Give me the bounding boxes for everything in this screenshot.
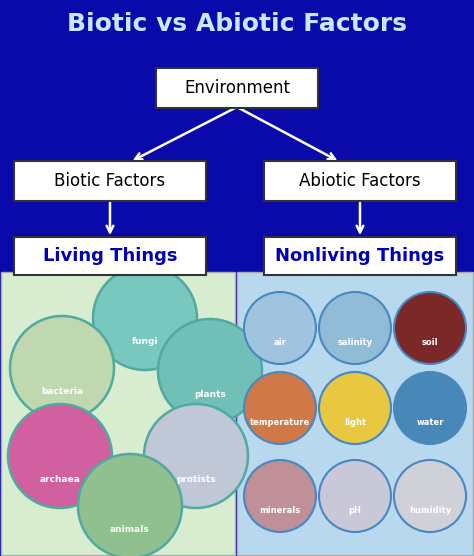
Circle shape: [144, 404, 248, 508]
Text: pH: pH: [348, 506, 362, 515]
Circle shape: [394, 372, 466, 444]
Circle shape: [319, 292, 391, 364]
Text: humidity: humidity: [409, 506, 451, 515]
Circle shape: [244, 292, 316, 364]
Text: temperature: temperature: [250, 418, 310, 427]
Circle shape: [394, 460, 466, 532]
Circle shape: [319, 460, 391, 532]
Text: plants: plants: [194, 390, 226, 399]
FancyBboxPatch shape: [237, 272, 473, 555]
Text: fungi: fungi: [132, 337, 158, 346]
FancyBboxPatch shape: [264, 237, 456, 275]
FancyBboxPatch shape: [14, 161, 206, 201]
Text: Nonliving Things: Nonliving Things: [275, 247, 445, 265]
Circle shape: [8, 404, 112, 508]
FancyBboxPatch shape: [14, 237, 206, 275]
Text: bacteria: bacteria: [41, 387, 83, 396]
FancyBboxPatch shape: [1, 272, 235, 555]
Text: Living Things: Living Things: [43, 247, 177, 265]
FancyBboxPatch shape: [156, 68, 318, 108]
Text: Biotic vs Abiotic Factors: Biotic vs Abiotic Factors: [67, 12, 407, 36]
Text: Abiotic Factors: Abiotic Factors: [299, 172, 421, 190]
Text: animals: animals: [110, 525, 150, 534]
Text: light: light: [344, 418, 366, 427]
Text: protists: protists: [176, 475, 216, 484]
Text: minerals: minerals: [259, 506, 301, 515]
Text: soil: soil: [422, 338, 438, 347]
Text: Environment: Environment: [184, 79, 290, 97]
Circle shape: [319, 372, 391, 444]
Circle shape: [394, 292, 466, 364]
Text: water: water: [416, 418, 444, 427]
Text: air: air: [273, 338, 286, 347]
FancyBboxPatch shape: [264, 161, 456, 201]
Circle shape: [10, 316, 114, 420]
Text: salinity: salinity: [337, 338, 373, 347]
Circle shape: [244, 460, 316, 532]
Circle shape: [244, 372, 316, 444]
Circle shape: [78, 454, 182, 556]
Circle shape: [93, 266, 197, 370]
Text: Biotic Factors: Biotic Factors: [55, 172, 165, 190]
Circle shape: [158, 319, 262, 423]
Text: archaea: archaea: [39, 475, 81, 484]
